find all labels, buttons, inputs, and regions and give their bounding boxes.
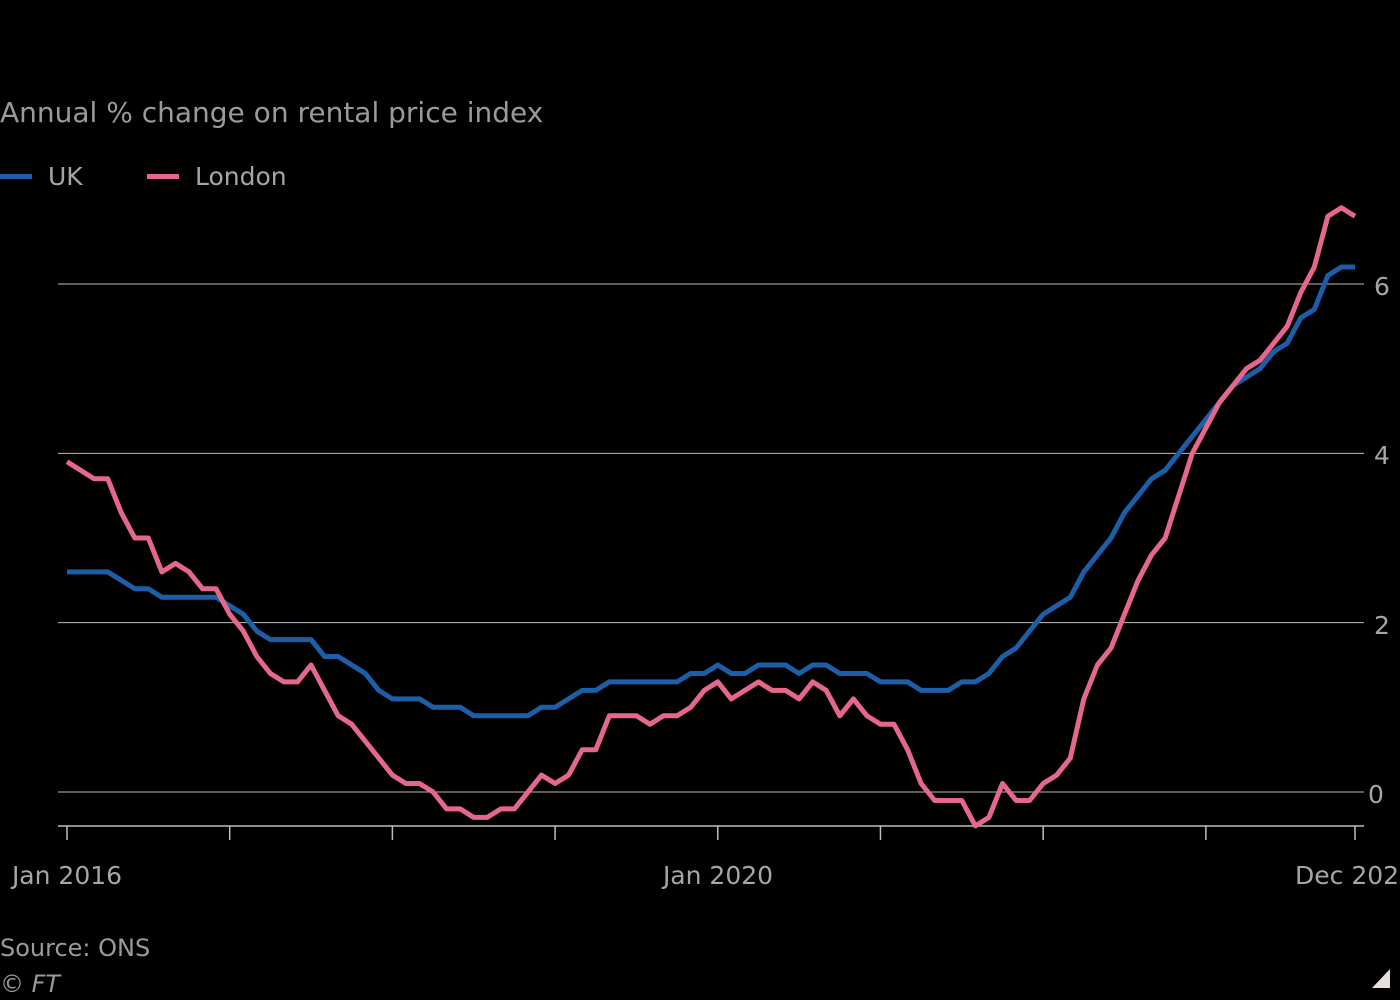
series-line-london xyxy=(65,205,1357,829)
x-tick-label-jan-2020: Jan 2020 xyxy=(661,861,773,890)
y-tick-label-6: 6 xyxy=(1374,272,1390,301)
chart-subtitle: Annual % change on rental price index xyxy=(0,96,544,129)
legend-swatch-uk xyxy=(0,174,32,179)
legend-item-london: London xyxy=(147,162,287,191)
legend-label-london: London xyxy=(195,162,287,191)
copyright: © FT xyxy=(0,970,61,998)
y-tick-label-4: 4 xyxy=(1374,441,1390,470)
legend-item-uk: UK xyxy=(0,162,83,191)
x-tick-label-jan-2016: Jan 2016 xyxy=(10,861,122,890)
series-line-uk xyxy=(67,264,1355,719)
x-tick-label-dec-2023: Dec 2023 xyxy=(1295,861,1400,890)
corner-triangle-icon xyxy=(1372,969,1390,988)
legend-label-uk: UK xyxy=(48,162,83,191)
y-tick-label-2: 2 xyxy=(1374,611,1390,640)
source-note: Source: ONS xyxy=(0,934,151,962)
legend-swatch-london xyxy=(147,174,179,179)
y-tick-label-0: 0 xyxy=(1368,780,1384,809)
